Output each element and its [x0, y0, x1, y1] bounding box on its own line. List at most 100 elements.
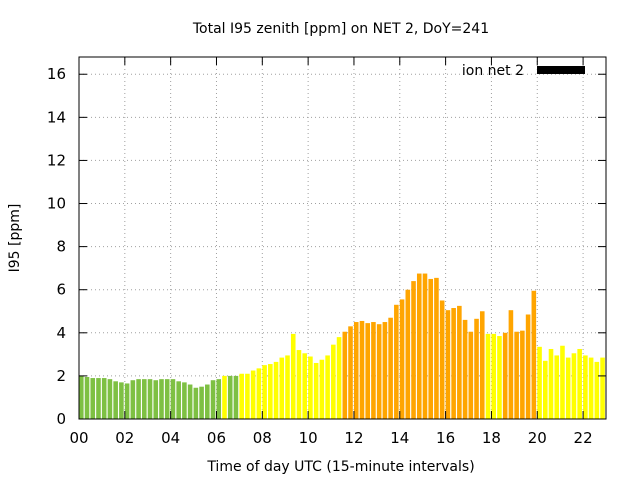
bar [147, 379, 153, 419]
bar [399, 299, 405, 419]
y-tick-label: 16 [47, 65, 66, 83]
legend: ion net 2 [462, 63, 585, 79]
bar [285, 355, 290, 419]
bar [457, 305, 462, 419]
bar [479, 311, 485, 419]
bar [176, 381, 181, 419]
bar [537, 346, 542, 419]
bar [170, 379, 176, 419]
bar [560, 345, 565, 419]
x-tick-label: 02 [115, 429, 134, 447]
bar [485, 333, 491, 419]
bar [394, 304, 399, 419]
bar [239, 373, 244, 419]
bar [250, 370, 256, 419]
bar [371, 322, 376, 419]
x-tick-label: 00 [69, 429, 88, 447]
bar [79, 375, 84, 419]
bar [113, 381, 118, 419]
bar [90, 378, 96, 419]
legend-swatch [537, 66, 585, 74]
bar [594, 361, 600, 419]
bar [388, 317, 393, 419]
bar [199, 386, 204, 419]
ticks [78, 57, 606, 420]
bar [84, 376, 90, 419]
chart-title: Total I95 zenith [ppm] on NET 2, DoY=241 [192, 21, 489, 37]
y-tick-label: 6 [56, 281, 66, 299]
y-tick-label: 4 [56, 324, 66, 342]
bar [124, 383, 130, 419]
bar [462, 319, 468, 419]
bar [416, 273, 422, 419]
bar [405, 289, 411, 419]
bar [382, 322, 388, 419]
bar [548, 348, 554, 419]
bar [376, 324, 382, 419]
bar [222, 375, 227, 419]
bar [96, 378, 101, 419]
x-tick-label: 04 [161, 429, 180, 447]
y-tick-label: 12 [47, 151, 66, 169]
plot-frame [78, 56, 607, 420]
x-tick-label: 20 [528, 429, 547, 447]
bar [502, 332, 508, 419]
bar [164, 379, 170, 419]
bar [245, 373, 250, 419]
bar [525, 314, 531, 419]
grid [79, 57, 606, 419]
bar [130, 380, 136, 419]
bar [497, 336, 502, 419]
legend-label: ion net 2 [462, 63, 524, 79]
bar [187, 384, 193, 419]
bar [445, 310, 451, 419]
bar [491, 333, 497, 419]
bar [136, 379, 141, 419]
bar [588, 357, 594, 419]
y-axis-label: I95 [ppm] [7, 204, 23, 273]
bar [193, 387, 199, 419]
x-axis-label: Time of day UTC (15-minute intervals) [206, 459, 474, 475]
bar [422, 273, 428, 419]
bar [474, 318, 479, 419]
bar [554, 355, 560, 419]
x-tick-label: 08 [253, 429, 272, 447]
bar [210, 380, 216, 419]
y-tick-label: 14 [47, 108, 66, 126]
bar [565, 357, 571, 419]
bar [336, 337, 342, 419]
bar [227, 375, 233, 419]
bar [468, 331, 474, 419]
bar [101, 378, 107, 419]
bar [216, 379, 222, 419]
bar [577, 348, 582, 419]
x-tick-label: 12 [344, 429, 363, 447]
x-tick-label: 10 [299, 429, 318, 447]
bar [308, 356, 313, 419]
x-tick-label: 18 [482, 429, 501, 447]
bar [434, 277, 439, 419]
bar [142, 379, 147, 419]
bar [107, 379, 113, 419]
bar [359, 320, 365, 419]
bar [313, 362, 319, 419]
bar [439, 300, 445, 419]
bar [119, 382, 124, 419]
bar [273, 361, 279, 419]
bar [182, 382, 187, 419]
bar [514, 331, 519, 419]
bar [348, 326, 353, 419]
bar [279, 357, 285, 419]
y-tick-label: 0 [56, 410, 66, 428]
bar [508, 310, 514, 419]
bar [411, 281, 416, 419]
bar [153, 380, 159, 419]
bar [331, 344, 336, 419]
x-tick-label: 22 [574, 429, 593, 447]
bar [365, 323, 370, 419]
bar [451, 308, 456, 419]
bar [319, 359, 325, 419]
bar [531, 290, 537, 419]
bar [205, 384, 210, 419]
